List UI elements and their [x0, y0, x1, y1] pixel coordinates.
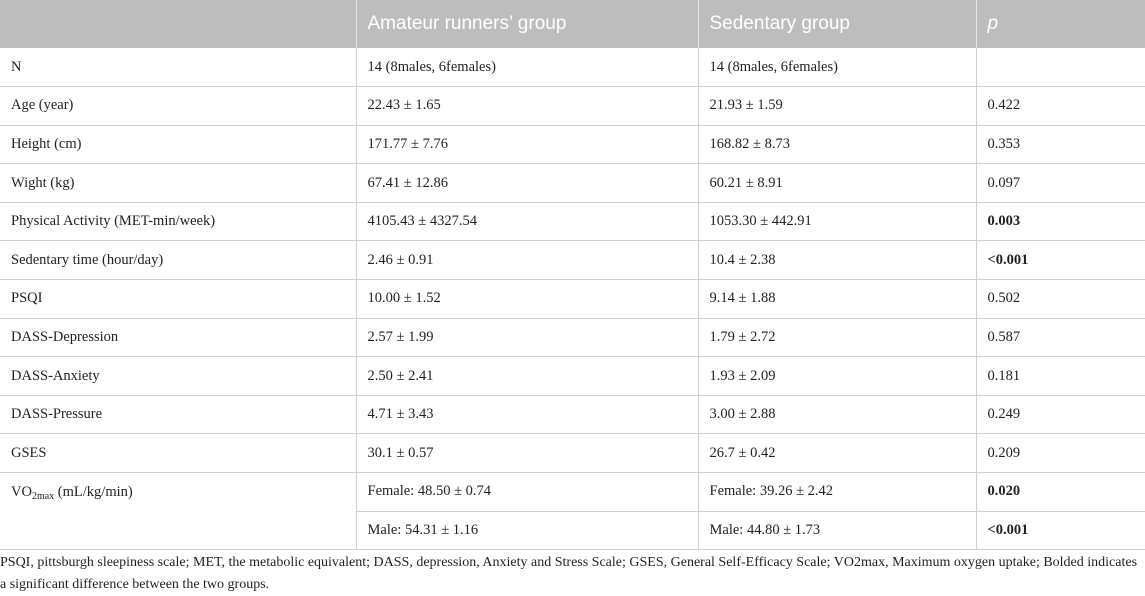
row-label: Sedentary time (hour/day) [0, 240, 357, 281]
table-row: Age (year) 22.43 ± 1.65 21.93 ± 1.59 0.4… [0, 86, 1145, 126]
p-value: 0.249 [976, 395, 1145, 435]
row-label: DASS-Pressure [0, 395, 357, 435]
p-value: 0.209 [976, 433, 1145, 474]
row-label: Height (cm) [0, 125, 357, 165]
header-runners: Amateur runners’ group [356, 0, 699, 48]
table-row: Wight (kg) 67.41 ± 12.86 60.21 ± 8.91 0.… [0, 163, 1145, 203]
row-label: Age (year) [0, 86, 357, 126]
sedentary-value: 1053.30 ± 442.91 [698, 202, 977, 242]
runners-value: 4105.43 ± 4327.54 [356, 202, 699, 242]
row-label: PSQI [0, 279, 357, 319]
sedentary-value: 60.21 ± 8.91 [698, 163, 977, 203]
row-label: Physical Activity (MET-min/week) [0, 202, 357, 242]
runners-value: 22.43 ± 1.65 [356, 86, 699, 126]
sedentary-value: 26.7 ± 0.42 [698, 433, 977, 474]
sedentary-value: Female: 39.26 ± 2.42 [698, 472, 977, 512]
vo2-label-sub: 2max [31, 491, 55, 503]
row-label: DASS-Depression [0, 318, 357, 358]
runners-value: 67.41 ± 12.86 [356, 163, 699, 203]
table-row: N 14 (8males, 6females) 14 (8males, 6fem… [0, 48, 1145, 88]
runners-value: 10.00 ± 1.52 [356, 279, 699, 319]
header-p: p [976, 0, 1145, 48]
header-variable [0, 0, 357, 48]
runners-value: 30.1 ± 0.57 [356, 433, 699, 474]
table-row-vo2-male: Male: 54.31 ± 1.16 Male: 44.80 ± 1.73 <0… [0, 511, 1145, 551]
p-value-significant: <0.001 [976, 240, 1145, 281]
table-row: PSQI 10.00 ± 1.52 9.14 ± 1.88 0.502 [0, 279, 1145, 319]
table-row: Physical Activity (MET-min/week) 4105.43… [0, 202, 1145, 242]
table-row: Sedentary time (hour/day) 2.46 ± 0.91 10… [0, 240, 1145, 281]
comparison-table: Amateur runners’ group Sedentary group p… [0, 0, 1145, 551]
table-row: GSES 30.1 ± 0.57 26.7 ± 0.42 0.209 [0, 433, 1145, 474]
sedentary-value: 1.79 ± 2.72 [698, 318, 977, 358]
p-value: 0.353 [976, 125, 1145, 165]
sedentary-value: 21.93 ± 1.59 [698, 86, 977, 126]
vo2-label-unit: (mL/kg/min) [54, 484, 133, 501]
runners-value: 14 (8males, 6females) [356, 48, 699, 88]
sedentary-value: 14 (8males, 6females) [698, 48, 977, 88]
p-value: 0.422 [976, 86, 1145, 126]
runners-value: Female: 48.50 ± 0.74 [356, 472, 699, 512]
p-value: 0.587 [976, 318, 1145, 358]
table-row: Height (cm) 171.77 ± 7.76 168.82 ± 8.73 … [0, 125, 1145, 165]
p-value: 0.097 [976, 163, 1145, 203]
p-value-significant: 0.003 [976, 202, 1145, 242]
row-label: Wight (kg) [0, 163, 357, 203]
p-value-significant: <0.001 [976, 511, 1145, 551]
runners-value: 2.46 ± 0.91 [356, 240, 699, 281]
header-sedentary: Sedentary group [698, 0, 977, 48]
sedentary-value: 1.93 ± 2.09 [698, 356, 977, 396]
vo2-label-main: VO [11, 484, 32, 501]
row-label: DASS-Anxiety [0, 356, 357, 396]
p-value: 0.502 [976, 279, 1145, 319]
p-value: 0.181 [976, 356, 1145, 396]
runners-value: 4.71 ± 3.43 [356, 395, 699, 435]
runners-value: 2.50 ± 2.41 [356, 356, 699, 396]
data-table-container: Amateur runners’ group Sedentary group p… [0, 0, 1145, 551]
sedentary-value: 9.14 ± 1.88 [698, 279, 977, 319]
row-label: N [0, 48, 357, 88]
table-row-vo2-female: VO2max (mL/kg/min) Female: 48.50 ± 0.74 … [0, 472, 1145, 551]
table-footnote: PSQI, pittsburgh sleepiness scale; MET, … [0, 555, 1138, 592]
sedentary-value: Male: 44.80 ± 1.73 [698, 511, 977, 551]
sedentary-value: 168.82 ± 8.73 [698, 125, 977, 165]
row-label: GSES [0, 433, 357, 474]
table-row: DASS-Pressure 4.71 ± 3.43 3.00 ± 2.88 0.… [0, 395, 1145, 435]
table-row: DASS-Anxiety 2.50 ± 2.41 1.93 ± 2.09 0.1… [0, 356, 1145, 396]
row-label-vo2max: VO2max (mL/kg/min) [0, 472, 357, 551]
table-row: DASS-Depression 2.57 ± 1.99 1.79 ± 2.72 … [0, 318, 1145, 358]
header-row: Amateur runners’ group Sedentary group p [0, 0, 1145, 48]
runners-value: 2.57 ± 1.99 [356, 318, 699, 358]
sedentary-value: 3.00 ± 2.88 [698, 395, 977, 435]
p-value-significant: 0.020 [976, 472, 1145, 512]
p-value [976, 48, 1145, 88]
runners-value: 171.77 ± 7.76 [356, 125, 699, 165]
sedentary-value: 10.4 ± 2.38 [698, 240, 977, 281]
runners-value: Male: 54.31 ± 1.16 [356, 511, 699, 551]
